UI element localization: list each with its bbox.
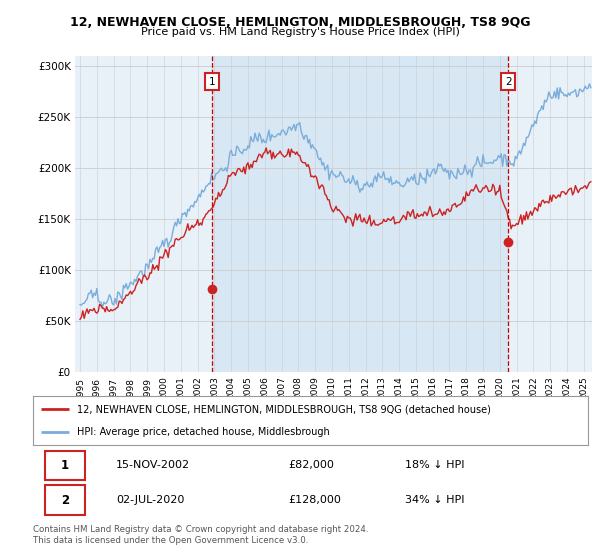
Text: 02-JUL-2020: 02-JUL-2020 bbox=[116, 495, 185, 505]
Bar bbox=[212, 56, 508, 372]
Text: 1: 1 bbox=[61, 459, 69, 472]
Text: £82,000: £82,000 bbox=[289, 460, 334, 470]
Text: Price paid vs. HM Land Registry's House Price Index (HPI): Price paid vs. HM Land Registry's House … bbox=[140, 27, 460, 37]
Text: Contains HM Land Registry data © Crown copyright and database right 2024.
This d: Contains HM Land Registry data © Crown c… bbox=[33, 525, 368, 545]
FancyBboxPatch shape bbox=[45, 486, 85, 515]
Text: 1: 1 bbox=[209, 77, 215, 86]
Text: HPI: Average price, detached house, Middlesbrough: HPI: Average price, detached house, Midd… bbox=[77, 427, 330, 437]
Text: 12, NEWHAVEN CLOSE, HEMLINGTON, MIDDLESBROUGH, TS8 9QG (detached house): 12, NEWHAVEN CLOSE, HEMLINGTON, MIDDLESB… bbox=[77, 404, 491, 414]
Text: 2: 2 bbox=[61, 493, 69, 507]
Text: 2: 2 bbox=[505, 77, 512, 86]
Text: 12, NEWHAVEN CLOSE, HEMLINGTON, MIDDLESBROUGH, TS8 9QG: 12, NEWHAVEN CLOSE, HEMLINGTON, MIDDLESB… bbox=[70, 16, 530, 29]
Text: £128,000: £128,000 bbox=[289, 495, 341, 505]
Text: 15-NOV-2002: 15-NOV-2002 bbox=[116, 460, 190, 470]
Text: 34% ↓ HPI: 34% ↓ HPI bbox=[405, 495, 464, 505]
Text: 18% ↓ HPI: 18% ↓ HPI bbox=[405, 460, 464, 470]
FancyBboxPatch shape bbox=[45, 451, 85, 480]
